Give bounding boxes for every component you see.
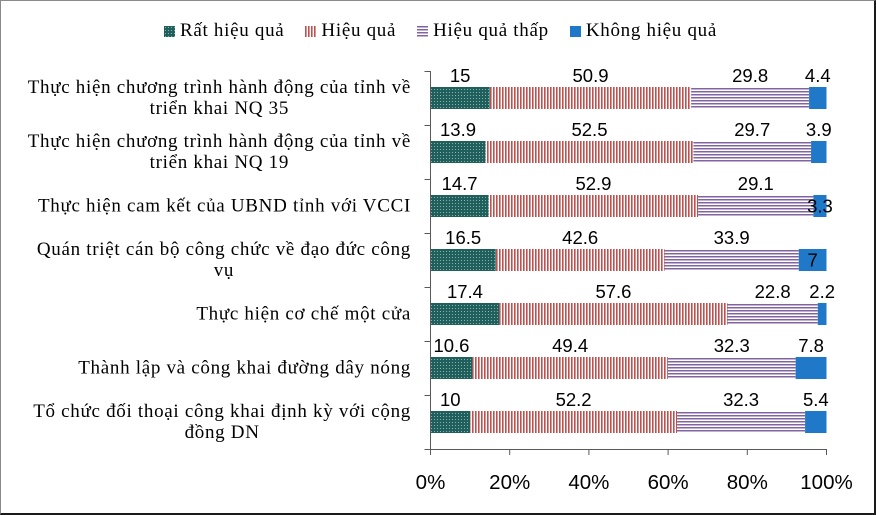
legend-item-rat-hieu-qua: Rất hiệu quả	[163, 20, 285, 42]
bar-segment	[811, 141, 827, 163]
bar-segment	[691, 87, 810, 109]
data-label: 29.8	[732, 65, 768, 86]
axes	[424, 71, 827, 455]
bar-segment	[430, 195, 489, 217]
bar-segment	[727, 303, 818, 325]
x-tick-label: 0%	[416, 471, 446, 494]
category-label: Thực hiện cơ chế một cửa	[196, 303, 411, 325]
data-label: 50.9	[573, 65, 609, 86]
legend-label: Không hiệu quả	[585, 20, 717, 41]
bar-segment	[430, 357, 473, 379]
bar-segment	[693, 141, 812, 163]
category-label: Tổ chức đối thoại công khai định kỳ với …	[33, 401, 411, 443]
bar-segment	[809, 87, 827, 109]
bar-segment	[488, 195, 699, 217]
legend-item-hieu-qua-thap: Hiệu quả thấp	[417, 20, 549, 42]
bar-segment	[817, 303, 827, 325]
x-tick-labels: 0% 20% 40% 60% 80% 100%	[416, 471, 853, 494]
legend-label: Hiệu quả thấp	[433, 20, 549, 41]
data-label: 17.4	[447, 281, 483, 302]
bar-segment	[430, 141, 486, 163]
data-label: 2.2	[809, 281, 835, 302]
data-label: 7.8	[798, 335, 824, 356]
legend-swatch-khong-hieu-qua	[569, 25, 581, 37]
bar-segment	[805, 411, 827, 433]
bar-segment	[664, 249, 799, 271]
data-label: 22.8	[755, 281, 791, 302]
legend-swatch-rat-hieu-qua	[163, 25, 175, 37]
data-label: 5.4	[803, 389, 829, 410]
data-label: 32.3	[723, 389, 759, 410]
bar-segment	[489, 87, 692, 109]
category-label: Thực hiện chương trình hành động của tỉn…	[27, 77, 411, 119]
x-tick-label: 60%	[648, 471, 689, 494]
data-label: 52.9	[575, 173, 611, 194]
bar-segment	[495, 249, 665, 271]
legend-label: Rất hiệu quả	[179, 20, 285, 41]
bar-segment	[472, 357, 668, 379]
bar-segment	[485, 141, 694, 163]
x-tick-label: 80%	[727, 471, 768, 494]
data-labels: 15 50.9 29.8 4.4 13.9 52.5 29.7 3.9 14.7 52.9 29.1…	[433, 65, 835, 410]
data-label: 3.9	[806, 119, 832, 140]
legend-swatch-hieu-qua-thap	[417, 25, 429, 37]
data-label: 7	[807, 250, 817, 271]
data-label: 3.3	[807, 196, 833, 217]
data-label: 16.5	[445, 227, 481, 248]
category-label: Thực hiện cam kết của UBND tỉnh với VCCI	[37, 195, 411, 217]
x-tick-label: 40%	[568, 471, 609, 494]
category-label: Thành lập và công khai đường dây nóng	[78, 357, 411, 379]
data-label: 33.9	[714, 227, 750, 248]
data-label: 4.4	[805, 65, 831, 86]
bar-segment	[795, 357, 827, 379]
data-label: 42.6	[562, 227, 598, 248]
bar-segment	[430, 87, 490, 109]
x-tick-label: 20%	[489, 471, 530, 494]
legend-item-hieu-qua: Hiệu quả	[305, 20, 396, 42]
data-label: 52.5	[571, 119, 607, 140]
bar-segment	[677, 411, 806, 433]
bar-segment	[470, 411, 678, 433]
legend-item-khong-hieu-qua: Không hiệu quả	[569, 20, 717, 42]
bar-segment	[698, 195, 814, 217]
bar-segment	[430, 249, 496, 271]
x-tick-label: 100%	[800, 471, 852, 494]
legend-swatch-hieu-qua	[305, 25, 317, 37]
data-label: 57.6	[595, 281, 631, 302]
bars	[430, 87, 827, 433]
data-label: 29.1	[738, 173, 774, 194]
bar-segment	[430, 411, 471, 433]
bar-segment	[813, 195, 827, 217]
data-label: 49.4	[552, 335, 588, 356]
data-label: 14.7	[442, 173, 478, 194]
bar-segment	[667, 357, 796, 379]
bar-segment	[798, 249, 827, 271]
data-label: 52.2	[556, 389, 592, 410]
legend: Rất hiệu quả Hiệu quả Hiệu quả thấp Khôn…	[7, 20, 874, 42]
data-label: 15	[450, 65, 471, 86]
bar-segment	[499, 303, 728, 325]
data-label: 13.9	[440, 119, 476, 140]
category-label: Thực hiện chương trình hành động của tỉn…	[27, 131, 411, 173]
data-label: 10.6	[433, 335, 469, 356]
data-label: 32.3	[714, 335, 750, 356]
category-label: Quán triệt cán bộ công chức về đạo đức c…	[36, 239, 411, 281]
data-label: 29.7	[734, 119, 770, 140]
legend-label: Hiệu quả	[321, 20, 397, 41]
bar-segment	[430, 303, 500, 325]
data-label: 10	[440, 389, 461, 410]
